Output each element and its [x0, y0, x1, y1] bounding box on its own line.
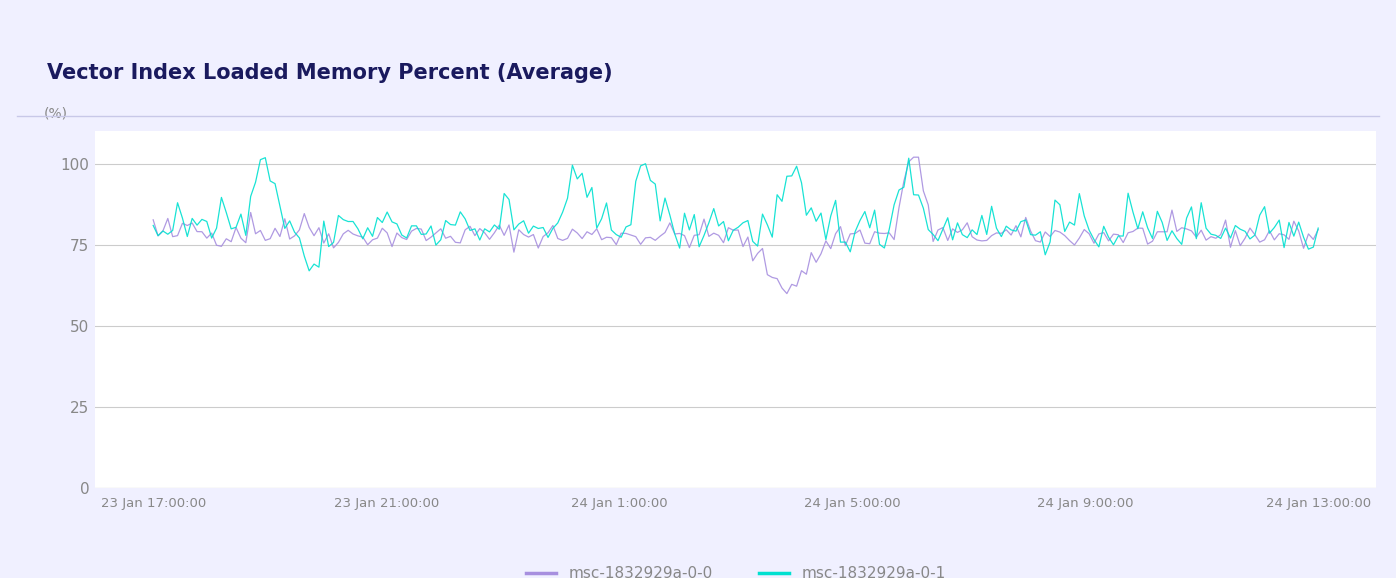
Text: (%): (%) — [43, 106, 67, 120]
Text: Vector Index Loaded Memory Percent (Average): Vector Index Loaded Memory Percent (Aver… — [46, 63, 613, 83]
Legend: msc-1832929a-0-0, msc-1832929a-0-1: msc-1832929a-0-0, msc-1832929a-0-1 — [519, 560, 952, 578]
